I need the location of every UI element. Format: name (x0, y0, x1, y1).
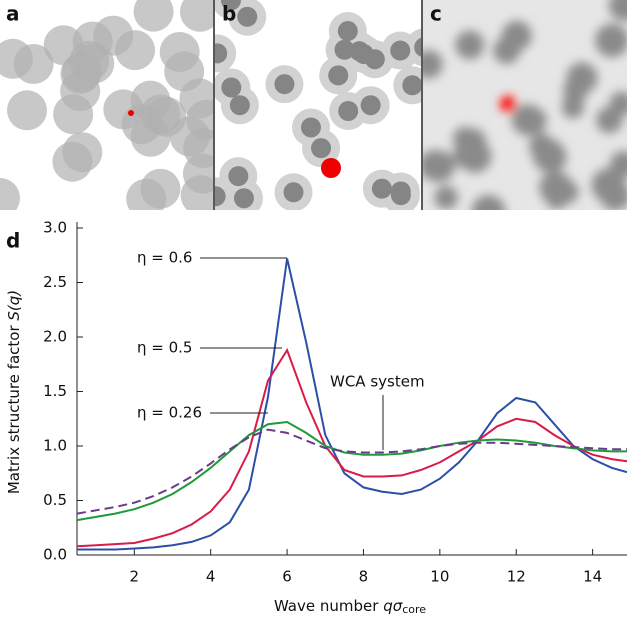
particle (458, 128, 487, 156)
particle-core (338, 100, 359, 121)
panel-label: d (6, 229, 20, 253)
particle (532, 139, 566, 173)
series-line (77, 347, 627, 548)
particle-core (237, 6, 258, 27)
particle (53, 94, 94, 135)
panel-b (215, 0, 421, 210)
series-label: η = 0.6 (137, 249, 192, 267)
particle-core (221, 77, 242, 98)
particle-core (334, 39, 355, 60)
series-label: WCA system (330, 373, 425, 391)
panel-c (423, 0, 627, 210)
y-tick-label: 2.0 (43, 328, 67, 346)
series-label: η = 0.26 (137, 404, 202, 422)
particle (423, 150, 455, 183)
particle-core (274, 74, 295, 95)
y-tick-label: 3.0 (43, 219, 67, 237)
particle (133, 0, 174, 32)
particle-core (328, 65, 349, 86)
particle (62, 132, 103, 173)
particle-core (402, 75, 421, 96)
particle-core (371, 178, 392, 199)
particle-core (233, 188, 254, 209)
x-tick-label: 14 (583, 568, 602, 586)
x-tick-label: 4 (206, 568, 216, 586)
panel-label: b (222, 2, 236, 26)
particle-core (414, 37, 421, 57)
series-line (77, 258, 627, 551)
particle (608, 0, 627, 21)
series-label: η = 0.5 (137, 339, 192, 357)
tracer (128, 110, 134, 116)
particle-core (220, 0, 241, 11)
y-tick-label: 1.0 (43, 437, 67, 455)
panel-label: a (6, 2, 20, 26)
tracer (321, 158, 341, 178)
particle (501, 20, 532, 51)
particle (69, 40, 110, 81)
particle (471, 194, 506, 210)
particle (434, 185, 458, 210)
particle (179, 78, 213, 119)
particle (609, 91, 627, 116)
particle-core (311, 138, 332, 159)
particle (126, 178, 167, 210)
particle (609, 150, 627, 178)
particle-core (228, 166, 249, 187)
particle (539, 171, 573, 205)
x-tick-label: 10 (430, 568, 449, 586)
y-tick-label: 1.5 (43, 382, 67, 400)
particle-core (337, 21, 358, 42)
particle (180, 175, 213, 210)
particle (169, 116, 210, 157)
x-tick-label: 6 (282, 568, 292, 586)
particle-core (390, 40, 411, 61)
particle-core (390, 185, 411, 206)
y-axis-label: Matrix structure factor S(q) (5, 290, 23, 494)
plot-area (77, 258, 627, 551)
y-tick-label: 0.5 (43, 491, 67, 509)
particle (455, 30, 485, 60)
y-tick-label: 2.5 (43, 273, 67, 291)
x-tick-label: 2 (130, 568, 140, 586)
particle-core (283, 182, 304, 203)
particle-core (360, 95, 381, 116)
particle-core (364, 49, 385, 70)
particle-core (300, 117, 321, 138)
particle-core (215, 186, 226, 207)
particle-core (215, 43, 228, 64)
particle-core (349, 41, 370, 62)
particle (423, 50, 443, 79)
panel-a (0, 0, 213, 210)
particle (566, 62, 598, 94)
y-tick-label: 0.0 (43, 546, 67, 564)
particle-core (229, 95, 250, 116)
particle (600, 180, 627, 210)
chart: 0.0 0.5 1.0 1.5 2.0 2.5 3.0 2 4 6 8 10 12 14 η = 0.6 η … (43, 219, 627, 586)
particle (518, 106, 547, 135)
blurred-particles (423, 0, 627, 210)
x-tick-label: 8 (359, 568, 369, 586)
particle (7, 90, 48, 131)
particle (0, 177, 21, 210)
x-axis-label: Wave number qσcore (274, 597, 426, 617)
series-line (77, 420, 627, 522)
particle (115, 30, 156, 71)
series-line (77, 428, 627, 515)
particle (595, 23, 627, 58)
particle (103, 89, 144, 130)
x-tick-label: 12 (507, 568, 526, 586)
particle (179, 0, 213, 32)
tracer (500, 96, 516, 112)
particle (0, 38, 33, 79)
panel-label: c (430, 2, 442, 26)
